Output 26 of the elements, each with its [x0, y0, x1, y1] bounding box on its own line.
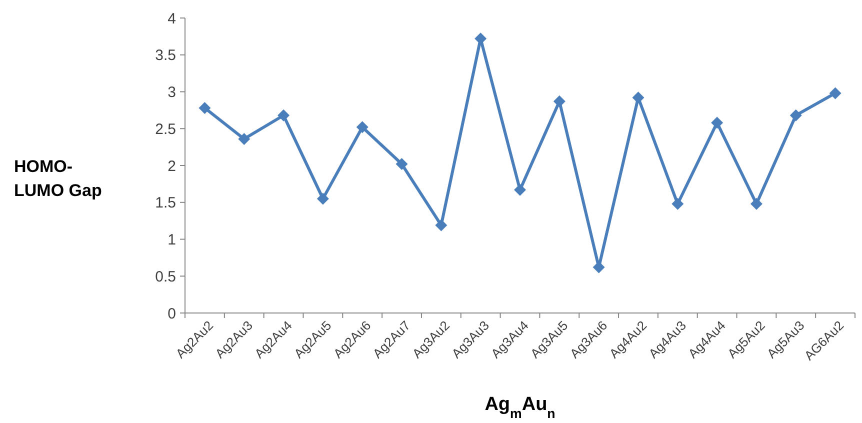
y-tick-label: 3.5	[155, 47, 176, 64]
point	[316, 192, 329, 205]
y-tick-label: 0	[168, 305, 176, 322]
y-tick-label: 2.5	[155, 120, 176, 138]
point	[829, 87, 842, 100]
point	[750, 198, 762, 210]
point	[790, 109, 802, 122]
y-tick-label: 4	[168, 10, 176, 28]
x-axis-title: Ag$_{m}$Au$_{n}$	[484, 394, 556, 420]
point	[396, 158, 408, 170]
point	[435, 219, 448, 232]
point	[356, 121, 368, 134]
point	[278, 109, 290, 122]
point	[553, 95, 566, 108]
y-tick-label: 3	[168, 84, 176, 101]
point	[238, 132, 250, 145]
point	[514, 184, 526, 196]
y-tick-label: 0.5	[155, 268, 176, 286]
point	[711, 116, 724, 129]
y-axis-title: HOMO-LUMO Gap	[14, 157, 102, 200]
point	[632, 92, 644, 104]
y-tick-label: 1	[168, 232, 176, 248]
point	[672, 198, 684, 210]
y-tick-label: 2	[168, 158, 176, 175]
y-tick-label: 1.5	[155, 194, 176, 212]
point	[198, 102, 211, 114]
